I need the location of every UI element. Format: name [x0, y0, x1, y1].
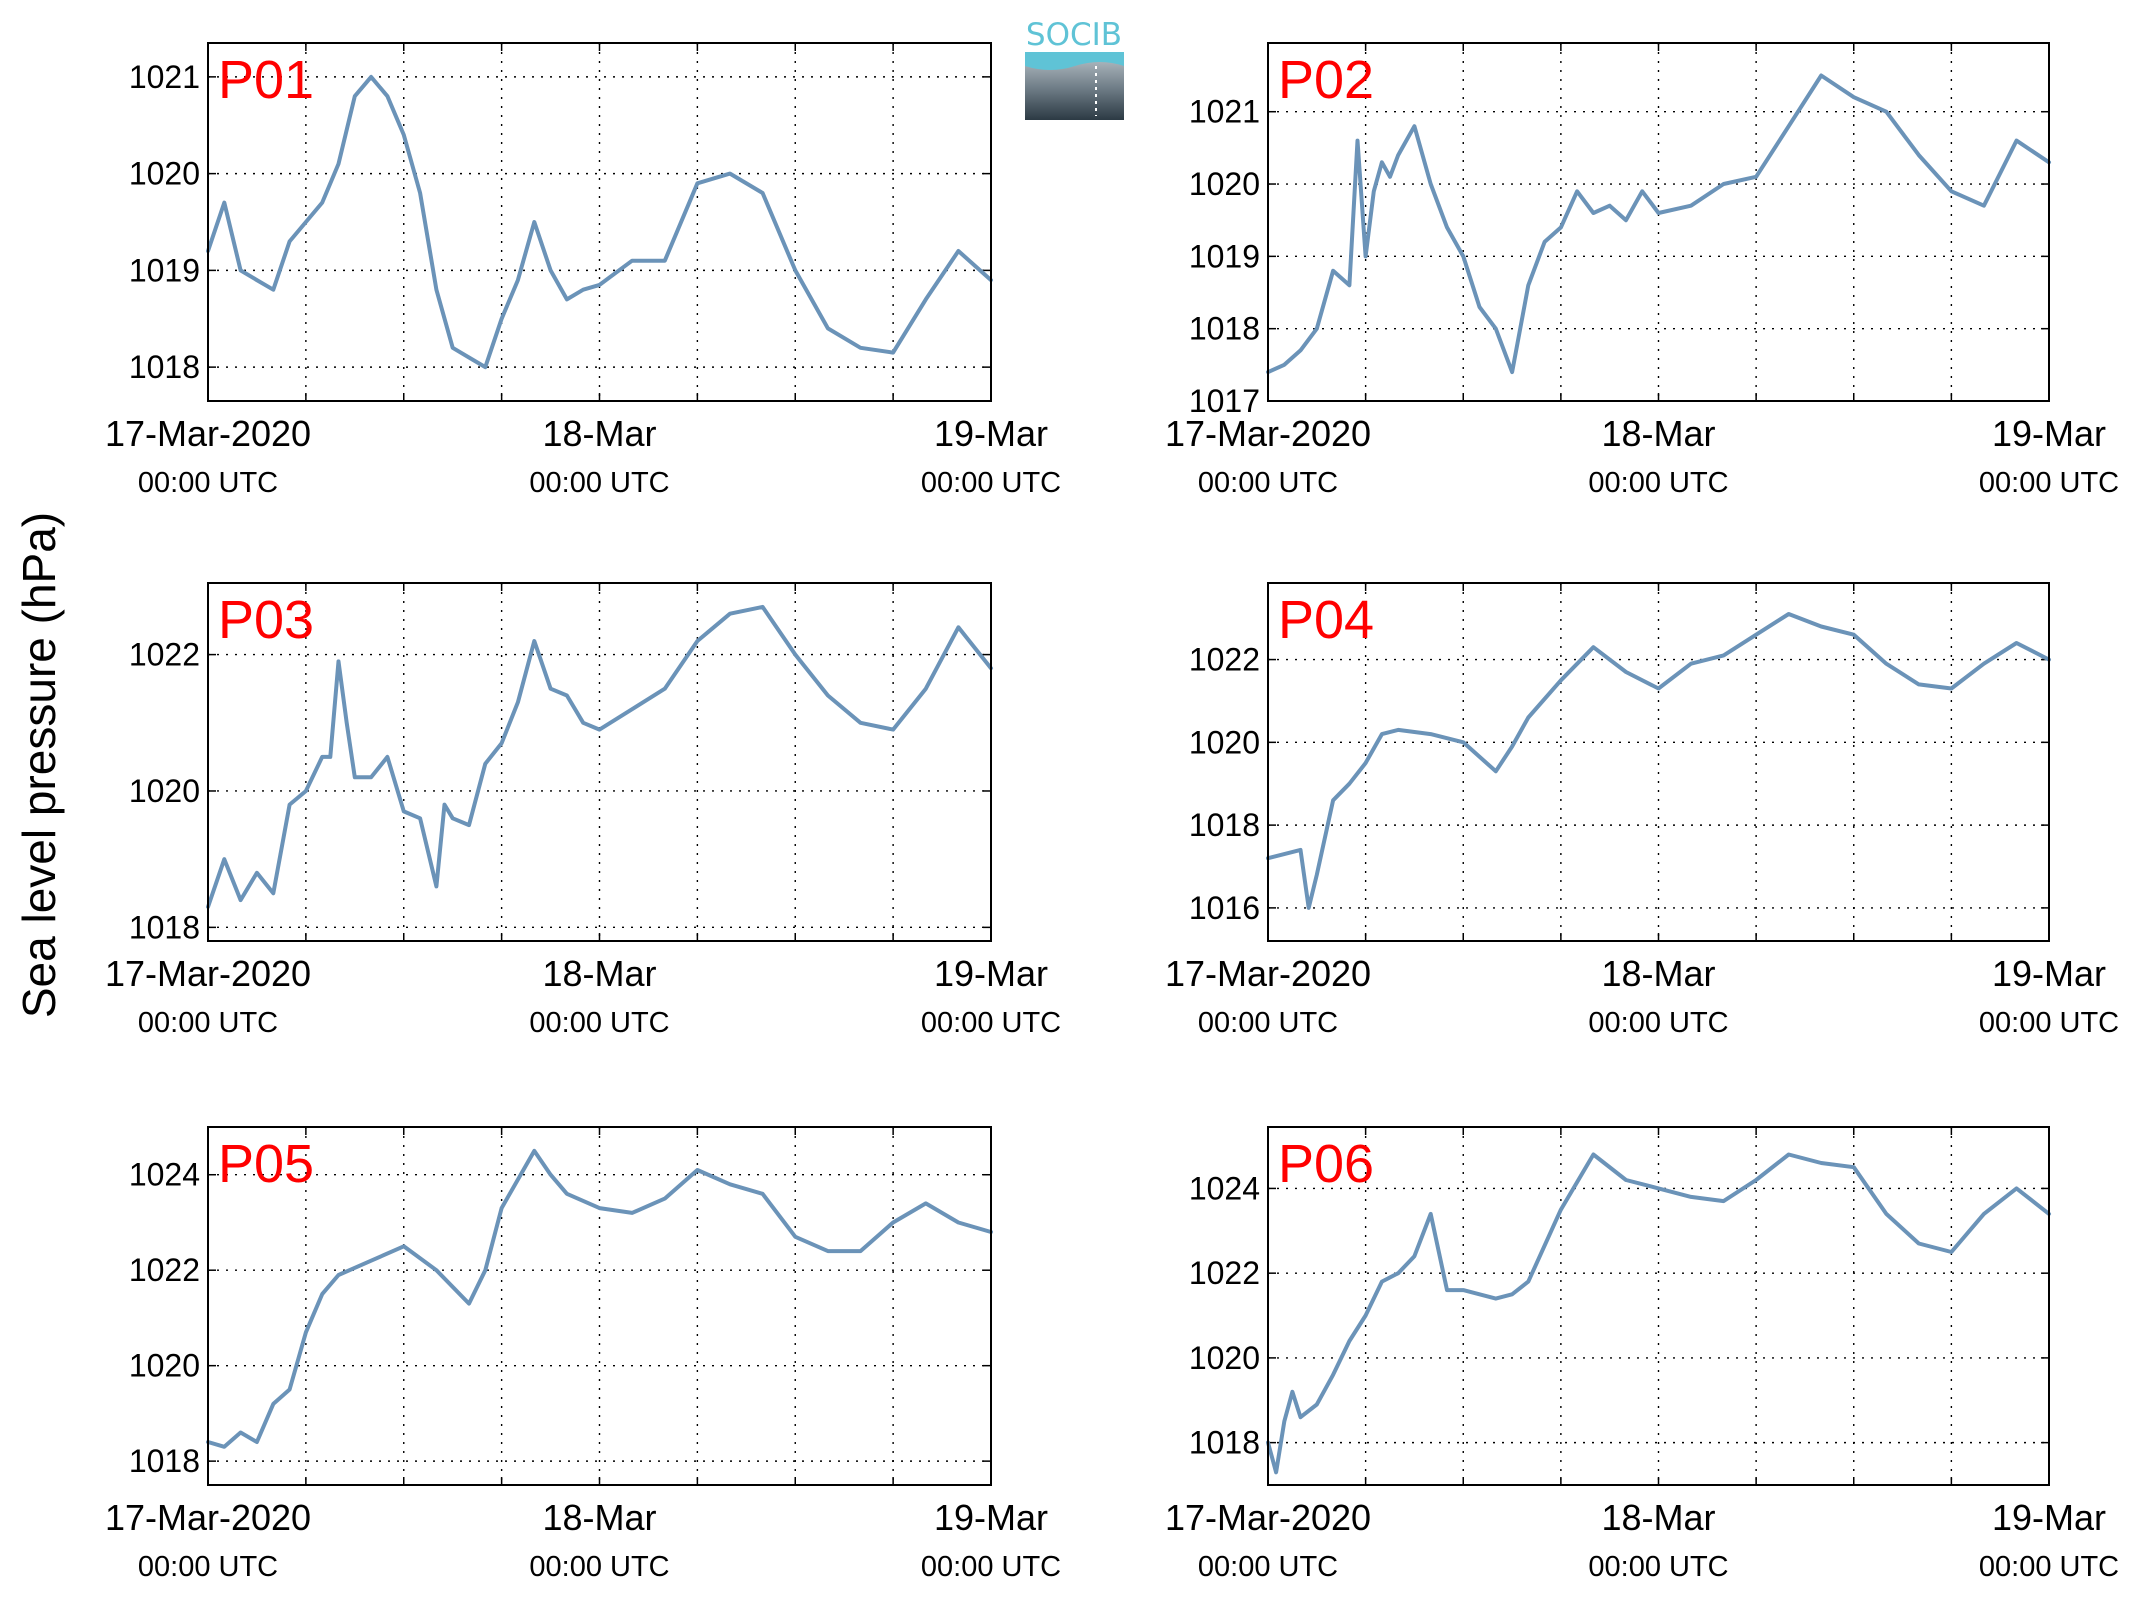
x-tick-label: 18-Mar [1601, 1497, 1715, 1538]
plot-area [1268, 43, 2049, 401]
y-tick-label: 1020 [1189, 166, 1260, 202]
series-line [1266, 1152, 2051, 1475]
y-tick-label: 1018 [129, 349, 200, 385]
y-axis-label: Sea level pressure (hPa) [13, 512, 65, 1018]
chart-panel-4: 1016 1018 1020 1022 P04 17-Mar-2020 00:00 UTC 1… [1165, 582, 2119, 1039]
x-tick-sublabel: 00:00 UTC [921, 1551, 1061, 1583]
x-tick-sublabel: 00:00 UTC [1588, 1007, 1728, 1039]
logo-text: SOCIB [1026, 17, 1122, 53]
axes-frame [1267, 1126, 2050, 1486]
y-tick-label: 1018 [129, 909, 200, 945]
series-line [206, 74, 993, 370]
y-tick-label: 1022 [129, 1252, 200, 1288]
x-tick-label: 17-Mar-2020 [105, 1497, 311, 1538]
chart-panel-2: 1017 1018 1019 1020 1021 P02 17-Mar-2020 00:00 … [1165, 42, 2119, 499]
y-tick-label: 1022 [1189, 642, 1260, 678]
x-tick-sublabel: 00:00 UTC [529, 1551, 669, 1583]
x-tick-label: 18-Mar [542, 413, 656, 454]
y-tick-label: 1020 [129, 1348, 200, 1384]
y-tick-label: 1019 [1189, 238, 1260, 274]
x-tick-sublabel: 00:00 UTC [529, 467, 669, 499]
plot-area [1268, 583, 2049, 941]
x-tick-label: 19-Mar [934, 1497, 1048, 1538]
panel-label: P05 [218, 1134, 314, 1194]
x-tick-sublabel: 00:00 UTC [138, 1551, 278, 1583]
series-line [1266, 612, 2051, 910]
panel-label: P02 [1278, 50, 1374, 110]
chart-panel-6: 1018 1020 1022 1024 P06 17-Mar-2020 00:00 UTC 1… [1165, 1126, 2119, 1583]
x-tick-label: 19-Mar [1992, 953, 2106, 994]
series-line [206, 1148, 993, 1449]
panel-label: P04 [1278, 590, 1374, 650]
x-tick-label: 18-Mar [1601, 953, 1715, 994]
y-tick-label: 1020 [1189, 724, 1260, 760]
y-tick-label: 1024 [1189, 1170, 1260, 1206]
chart-panel-1: 1018 1019 1020 1021 P01 17-Mar-2020 00:00 UTC 1… [105, 42, 1061, 499]
y-tick-label: 1016 [1189, 890, 1260, 926]
plot-area [208, 43, 991, 401]
y-tick-label: 1017 [1189, 383, 1260, 419]
y-tick-label: 1022 [129, 637, 200, 673]
plot-area [208, 1127, 991, 1485]
y-tick-label: 1018 [1189, 807, 1260, 843]
plot-area [1268, 1127, 2049, 1485]
series-line [1266, 73, 2051, 375]
x-tick-label: 18-Mar [1601, 413, 1715, 454]
x-tick-sublabel: 00:00 UTC [1979, 1551, 2119, 1583]
y-tick-label: 1020 [1189, 1340, 1260, 1376]
x-tick-label: 17-Mar-2020 [1165, 1497, 1371, 1538]
x-tick-sublabel: 00:00 UTC [138, 467, 278, 499]
panel-label: P01 [218, 50, 314, 110]
plot-area [208, 583, 991, 941]
axes-frame [207, 42, 992, 402]
x-tick-label: 17-Mar-2020 [1165, 953, 1371, 994]
x-tick-sublabel: 00:00 UTC [529, 1007, 669, 1039]
logo-wave [1025, 52, 1124, 70]
axes-frame [207, 1126, 992, 1486]
socib-logo: SOCIB [1025, 17, 1124, 120]
x-tick-sublabel: 00:00 UTC [1588, 467, 1728, 499]
x-tick-label: 18-Mar [542, 1497, 656, 1538]
x-tick-label: 19-Mar [934, 953, 1048, 994]
y-tick-label: 1022 [1189, 1255, 1260, 1291]
y-tick-label: 1018 [129, 1443, 200, 1479]
y-tick-label: 1018 [1189, 311, 1260, 347]
x-tick-sublabel: 00:00 UTC [1588, 1551, 1728, 1583]
x-tick-sublabel: 00:00 UTC [1979, 1007, 2119, 1039]
axes-frame [1267, 42, 2050, 402]
x-tick-label: 17-Mar-2020 [1165, 413, 1371, 454]
axes-frame [1267, 582, 2050, 942]
axes-frame [207, 582, 992, 942]
chart-panel-5: 1018 1020 1022 1024 P05 17-Mar-2020 00:00 UTC 1… [105, 1126, 1061, 1583]
y-tick-label: 1021 [129, 59, 200, 95]
y-tick-label: 1020 [129, 773, 200, 809]
x-tick-label: 19-Mar [934, 413, 1048, 454]
x-tick-label: 18-Mar [542, 953, 656, 994]
chart-panel-3: 1018 1020 1022 P03 17-Mar-2020 00:00 UTC 18-Ma… [105, 582, 1061, 1039]
x-tick-label: 17-Mar-2020 [105, 413, 311, 454]
x-tick-sublabel: 00:00 UTC [921, 467, 1061, 499]
panel-label: P03 [218, 590, 314, 650]
x-tick-sublabel: 00:00 UTC [1198, 1551, 1338, 1583]
y-tick-label: 1021 [1189, 94, 1260, 130]
x-tick-label: 17-Mar-2020 [105, 953, 311, 994]
x-tick-label: 19-Mar [1992, 413, 2106, 454]
y-tick-label: 1020 [129, 156, 200, 192]
panel-label: P06 [1278, 1134, 1374, 1194]
x-tick-sublabel: 00:00 UTC [1198, 1007, 1338, 1039]
x-tick-label: 19-Mar [1992, 1497, 2106, 1538]
y-tick-label: 1024 [129, 1157, 200, 1193]
y-tick-label: 1018 [1189, 1425, 1260, 1461]
x-tick-sublabel: 00:00 UTC [1198, 467, 1338, 499]
x-tick-sublabel: 00:00 UTC [1979, 467, 2119, 499]
x-tick-sublabel: 00:00 UTC [138, 1007, 278, 1039]
x-tick-sublabel: 00:00 UTC [921, 1007, 1061, 1039]
series-line [206, 604, 993, 909]
y-tick-label: 1019 [129, 252, 200, 288]
